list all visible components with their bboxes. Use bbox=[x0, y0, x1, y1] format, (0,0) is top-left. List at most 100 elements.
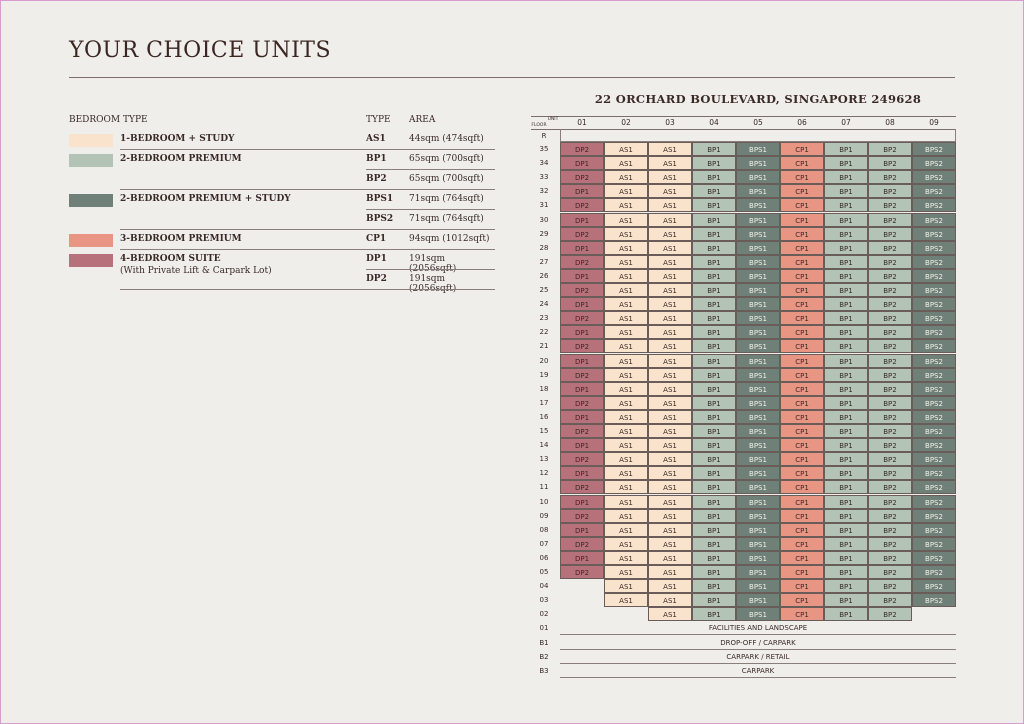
unit-cell: BP2 bbox=[868, 212, 912, 227]
unit-cell: BP1 bbox=[824, 170, 868, 185]
unit-cell: BPS1 bbox=[736, 297, 780, 312]
unit-cell: CP1 bbox=[780, 283, 824, 298]
header-rule bbox=[531, 129, 956, 130]
legend-swatch bbox=[69, 234, 113, 247]
floor-label: 27 bbox=[539, 257, 549, 266]
unit-cell: AS1 bbox=[604, 452, 648, 467]
unit-column-header: 06 bbox=[797, 118, 807, 127]
unit-cell: BP1 bbox=[824, 424, 868, 439]
unit-cell: BPS2 bbox=[912, 395, 956, 410]
unit-cell: BP2 bbox=[868, 536, 912, 551]
unit-cell: BP2 bbox=[868, 494, 912, 509]
unit-cell: AS1 bbox=[604, 565, 648, 580]
unit-cell: BP1 bbox=[824, 254, 868, 269]
unit-cell: BP2 bbox=[868, 184, 912, 199]
floor-label: 33 bbox=[539, 173, 549, 182]
unit-cell: DP1 bbox=[560, 325, 604, 340]
unit-cell: BPS2 bbox=[912, 198, 956, 213]
unit-cell: CP1 bbox=[780, 170, 824, 185]
unit-cell: BPS2 bbox=[912, 550, 956, 565]
unit-cell: BP1 bbox=[824, 283, 868, 298]
unit-cell: BP1 bbox=[824, 565, 868, 580]
unit-cell: BP2 bbox=[868, 297, 912, 312]
unit-cell: AS1 bbox=[648, 325, 692, 340]
unit-cell: BPS1 bbox=[736, 170, 780, 185]
unit-cell: BP1 bbox=[824, 212, 868, 227]
unit-cell: BP1 bbox=[692, 550, 736, 565]
unit-cell: AS1 bbox=[648, 297, 692, 312]
floor-label: 03 bbox=[539, 596, 549, 605]
unit-cell: CP1 bbox=[780, 184, 824, 199]
unit-cell: BPS1 bbox=[736, 452, 780, 467]
unit-cell: AS1 bbox=[648, 579, 692, 594]
unit-cell: BPS1 bbox=[736, 607, 780, 622]
title-divider bbox=[69, 77, 955, 78]
unit-cell: CP1 bbox=[780, 156, 824, 171]
unit-cell: AS1 bbox=[648, 466, 692, 481]
unit-cell: AS1 bbox=[648, 424, 692, 439]
unit-cell: BP2 bbox=[868, 198, 912, 213]
unit-cell: AS1 bbox=[648, 395, 692, 410]
unit-cell: BP1 bbox=[692, 283, 736, 298]
unit-cell: DP1 bbox=[560, 550, 604, 565]
floor-label: 14 bbox=[539, 441, 549, 450]
unit-cell: BP2 bbox=[868, 395, 912, 410]
unit-cell: AS1 bbox=[648, 184, 692, 199]
unit-cell: BP1 bbox=[824, 466, 868, 481]
unit-cell: CP1 bbox=[780, 593, 824, 608]
unit-cell: DP2 bbox=[560, 142, 604, 157]
unit-cell: DP2 bbox=[560, 565, 604, 580]
unit-cell: BPS1 bbox=[736, 395, 780, 410]
address-heading: 22 ORCHARD BOULEVARD, SINGAPORE 249628 bbox=[594, 92, 922, 106]
unit-cell: BPS2 bbox=[912, 142, 956, 157]
unit-cell: AS1 bbox=[604, 579, 648, 594]
unit-cell: CP1 bbox=[780, 198, 824, 213]
unit-cell: BPS2 bbox=[912, 311, 956, 326]
unit-cell: BP1 bbox=[692, 536, 736, 551]
legend-row: 2-BEDROOM PREMIUM + STUDY BPS1 71sqm (764s… bbox=[69, 193, 495, 213]
unit-cell: BP1 bbox=[824, 579, 868, 594]
unit-cell: CP1 bbox=[780, 466, 824, 481]
unit-cell: BP1 bbox=[692, 607, 736, 622]
unit-cell: BPS2 bbox=[912, 480, 956, 495]
unit-cell: BP1 bbox=[824, 522, 868, 537]
unit-cell: BPS2 bbox=[912, 184, 956, 199]
unit-cell: AS1 bbox=[604, 156, 648, 171]
unit-cell: BPS2 bbox=[912, 325, 956, 340]
unit-cell: CP1 bbox=[780, 395, 824, 410]
unit-cell: BPS2 bbox=[912, 522, 956, 537]
legend-swatch bbox=[69, 154, 113, 167]
unit-cell: DP1 bbox=[560, 268, 604, 283]
floor-label: 04 bbox=[539, 582, 549, 591]
unit-cell: BP2 bbox=[868, 339, 912, 354]
podium-band: CARPARK / RETAIL bbox=[560, 650, 956, 664]
legend-header-bedroom-type: BEDROOM TYPE bbox=[69, 115, 148, 125]
page-title: YOUR CHOICE UNITS bbox=[69, 38, 332, 63]
legend-unit-area: 71sqm (764sqft) bbox=[409, 214, 484, 224]
unit-cell: BP2 bbox=[868, 268, 912, 283]
unit-cell: BPS1 bbox=[736, 424, 780, 439]
unit-cell: CP1 bbox=[780, 240, 824, 255]
unit-cell: AS1 bbox=[604, 508, 648, 523]
unit-cell: BP2 bbox=[868, 593, 912, 608]
legend-divider bbox=[120, 189, 495, 190]
floor-label: 09 bbox=[539, 511, 549, 520]
floor-label: 07 bbox=[539, 539, 549, 548]
unit-cell: DP2 bbox=[560, 452, 604, 467]
unit-cell: BPS2 bbox=[912, 367, 956, 382]
unit-cell: BP1 bbox=[692, 142, 736, 157]
unit-cell: BP2 bbox=[868, 381, 912, 396]
floor-label: 26 bbox=[539, 271, 549, 280]
unit-cell: BPS1 bbox=[736, 367, 780, 382]
legend-unit-type: DP1 bbox=[366, 254, 387, 264]
unit-column-header: 03 bbox=[665, 118, 675, 127]
unit-cell: CP1 bbox=[780, 438, 824, 453]
unit-cell: AS1 bbox=[648, 142, 692, 157]
unit-cell: BP1 bbox=[824, 607, 868, 622]
floor-label: B3 bbox=[539, 666, 549, 675]
unit-cell: BPS1 bbox=[736, 381, 780, 396]
legend-bedroom-name: 2-BEDROOM PREMIUM + STUDY bbox=[120, 194, 291, 204]
unit-cell: CP1 bbox=[780, 353, 824, 368]
unit-cell: AS1 bbox=[604, 325, 648, 340]
unit-cell: BPS1 bbox=[736, 339, 780, 354]
